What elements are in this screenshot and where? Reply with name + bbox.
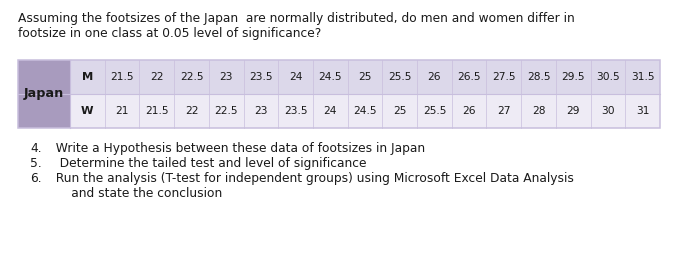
Text: 26: 26 (462, 106, 476, 116)
Text: W: W (81, 106, 94, 116)
Text: 23.5: 23.5 (249, 72, 273, 82)
Bar (18, 60, 660, 128)
Text: Assuming the footsizes of the Japan  are normally distributed, do men and women : Assuming the footsizes of the Japan are … (18, 12, 575, 25)
Text: 22: 22 (150, 72, 163, 82)
Bar (18, 60, 70, 128)
Text: 23: 23 (220, 72, 233, 82)
Text: 30.5: 30.5 (596, 72, 620, 82)
Text: footsize in one class at 0.05 level of significance?: footsize in one class at 0.05 level of s… (18, 27, 321, 40)
Text: Japan: Japan (24, 88, 64, 101)
Text: 25: 25 (358, 72, 372, 82)
Text: 26: 26 (428, 72, 441, 82)
Text: 24: 24 (289, 72, 302, 82)
Text: 21.5: 21.5 (111, 72, 134, 82)
Text: 29: 29 (567, 106, 580, 116)
Text: 22.5: 22.5 (180, 72, 203, 82)
Text: 29.5: 29.5 (561, 72, 585, 82)
Text: 5.: 5. (30, 157, 42, 170)
Text: 6.: 6. (30, 172, 41, 185)
Text: 25.5: 25.5 (422, 106, 446, 116)
Text: 21: 21 (115, 106, 129, 116)
Text: 24.5: 24.5 (319, 72, 342, 82)
Bar (70, 60, 660, 94)
Text: and state the conclusion: and state the conclusion (48, 187, 222, 200)
Text: 23.5: 23.5 (284, 106, 307, 116)
Text: 25: 25 (393, 106, 406, 116)
Text: 22: 22 (184, 106, 198, 116)
Text: Write a Hypothesis between these data of footsizes in Japan: Write a Hypothesis between these data of… (48, 142, 425, 155)
Text: Determine the tailed test and level of significance: Determine the tailed test and level of s… (48, 157, 367, 170)
Text: 27: 27 (497, 106, 511, 116)
Text: 4.: 4. (30, 142, 41, 155)
Text: 24: 24 (323, 106, 337, 116)
Text: 28.5: 28.5 (527, 72, 551, 82)
Text: 30: 30 (601, 106, 615, 116)
Text: 31.5: 31.5 (631, 72, 654, 82)
Text: 27.5: 27.5 (492, 72, 515, 82)
Bar (70, 94, 660, 128)
Text: 22.5: 22.5 (214, 106, 238, 116)
Text: 25.5: 25.5 (388, 72, 412, 82)
Text: 21.5: 21.5 (145, 106, 169, 116)
Text: 28: 28 (532, 106, 545, 116)
Text: 24.5: 24.5 (353, 106, 377, 116)
Text: 26.5: 26.5 (458, 72, 481, 82)
Text: M: M (82, 72, 93, 82)
Text: 31: 31 (636, 106, 650, 116)
Text: Run the analysis (T-test for independent groups) using Microsoft Excel Data Anal: Run the analysis (T-test for independent… (48, 172, 574, 185)
Text: 23: 23 (254, 106, 268, 116)
